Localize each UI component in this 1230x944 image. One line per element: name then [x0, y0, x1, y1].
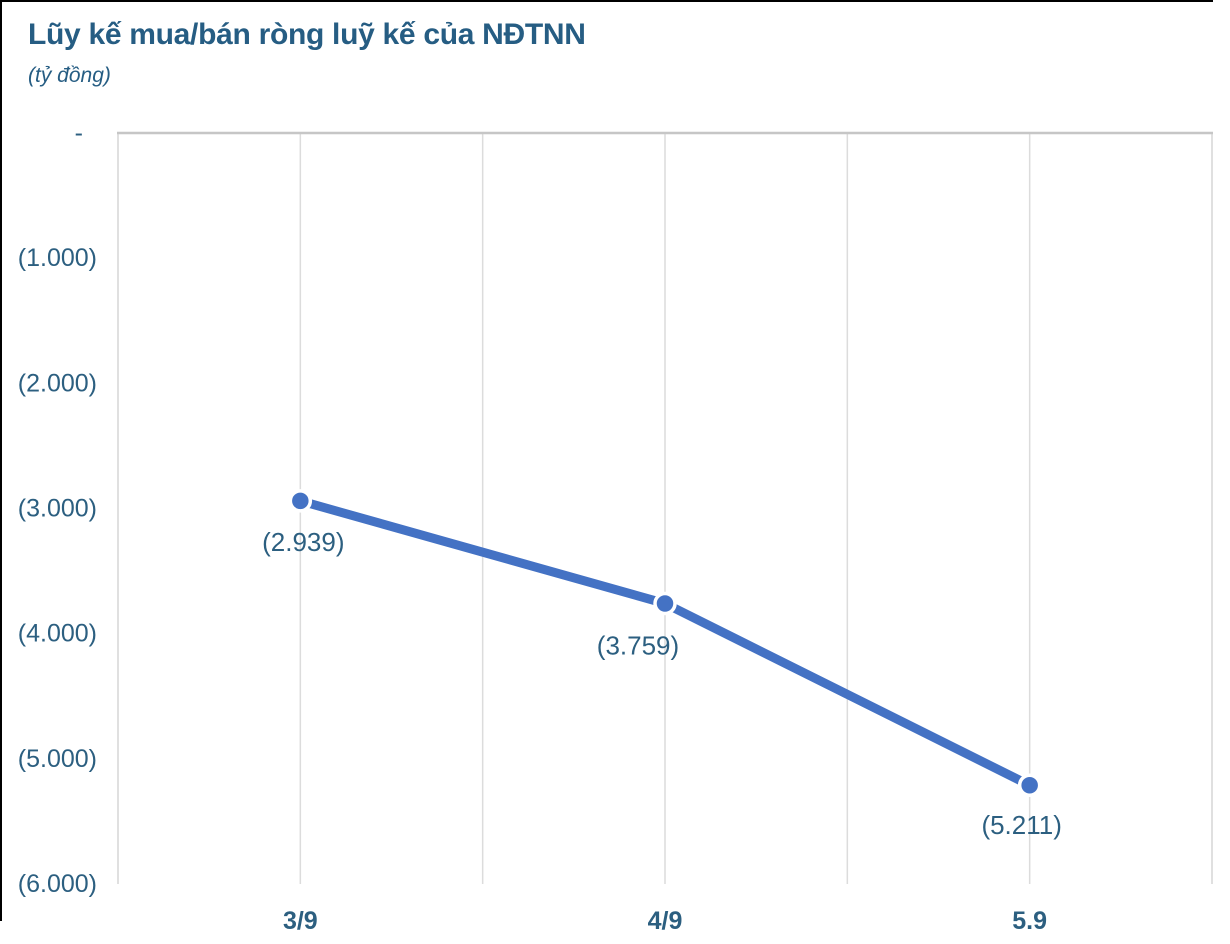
- data-point-marker: [1017, 773, 1042, 797]
- y-axis-tick-label: (5.000): [18, 745, 97, 773]
- data-point-label: (5.211): [981, 810, 1061, 840]
- y-axis-tick-label: (6.000): [18, 870, 97, 898]
- y-axis-tick-label: -: [75, 119, 83, 147]
- chart-unit-subtitle: (tỷ đồng): [28, 64, 111, 87]
- y-axis-tick-label: (4.000): [18, 620, 97, 648]
- data-point-label: (3.759): [597, 631, 679, 661]
- chart-title: Lũy kế mua/bán ròng luỹ kế của NĐTNN: [28, 18, 586, 51]
- window-edge-left: [0, 0, 2, 921]
- x-axis-tick-label: 5.9: [1012, 907, 1047, 935]
- y-axis-tick-label: (1.000): [18, 244, 97, 272]
- x-axis-tick-label: 4/9: [648, 907, 683, 935]
- data-point-marker: [288, 489, 313, 513]
- x-axis-tick-label: 3/9: [283, 907, 318, 935]
- window-edge-top: [0, 0, 1213, 2]
- data-point-label: (2.939): [262, 527, 344, 557]
- y-axis-tick-label: (3.000): [18, 495, 97, 523]
- y-axis-tick-label: (2.000): [18, 369, 97, 397]
- data-point-marker: [653, 591, 677, 616]
